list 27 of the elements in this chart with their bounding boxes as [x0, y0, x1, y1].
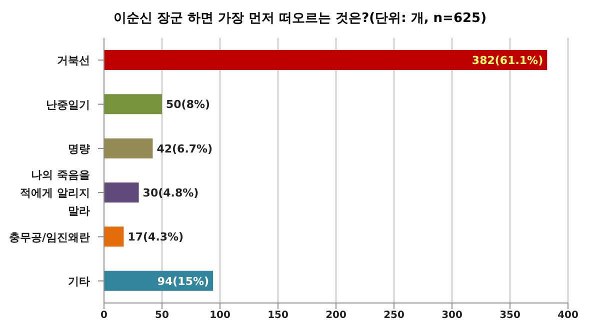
y-tick-label: 기타: [68, 274, 90, 288]
bar: [104, 182, 139, 202]
bar: [104, 138, 153, 158]
x-tick-label: 50: [155, 310, 169, 322]
x-tick-label: 400: [558, 310, 578, 322]
bar: [104, 50, 548, 70]
y-tick-label: 명량: [68, 142, 90, 156]
data-label: 382(61.1%): [472, 54, 544, 67]
data-label: 94(15%): [157, 274, 210, 288]
x-tick-label: 150: [268, 310, 288, 322]
y-tick-label: 난중일기: [46, 98, 90, 112]
bar: [104, 226, 124, 247]
chart-title: 이순신 장군 하면 가장 먼저 떠오르는 것은?(단위: 개, n=625): [112, 10, 488, 28]
data-label: 50(8%): [166, 98, 210, 112]
x-tick-label: 100: [210, 310, 230, 322]
x-tick-label: 350: [500, 310, 520, 322]
data-label: 17(4.3%): [128, 230, 184, 244]
y-tick-label: 충무공/임진왜란: [8, 230, 90, 244]
x-tick-label: 200: [326, 310, 346, 322]
y-tick-label: 거북선: [57, 54, 90, 68]
data-label: 30(4.8%): [142, 186, 199, 200]
bar: [104, 94, 162, 114]
x-tick-label: 0: [100, 310, 108, 322]
y-tick-label: 나의 죽음을 적에게 알리지 말라: [20, 168, 90, 218]
x-tick-label: 300: [442, 310, 462, 322]
x-tick-label: 250: [384, 310, 404, 322]
data-label: 42(6.7%): [156, 142, 213, 156]
